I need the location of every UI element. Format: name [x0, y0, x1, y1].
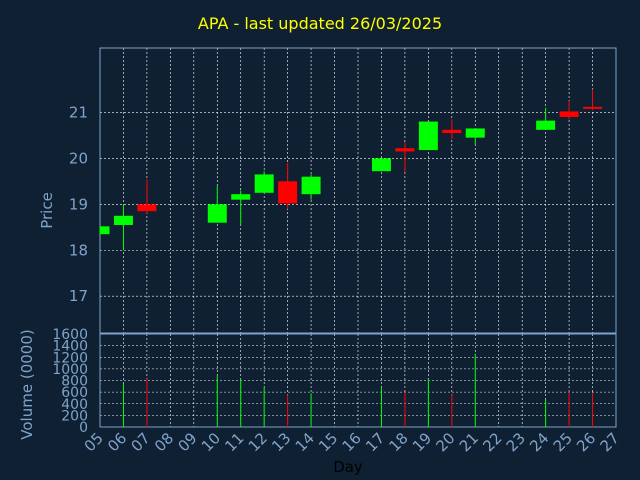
candle-body — [254, 174, 274, 193]
volume-tick-label: 1400 — [52, 339, 88, 355]
day-tick-label: 10 — [198, 429, 224, 455]
volume-axis-label: Volume (0000) — [18, 329, 36, 439]
day-tick-label: 26 — [573, 429, 599, 455]
day-tick-label: 14 — [292, 429, 318, 455]
volume-tick-label: 200 — [61, 408, 88, 424]
price-tick-label: 21 — [69, 103, 88, 121]
price-tick-label: 19 — [69, 195, 88, 213]
candle-body — [301, 176, 321, 195]
day-tick-label: 08 — [151, 429, 177, 455]
candle-body — [583, 106, 603, 109]
volume-tick-label: 800 — [61, 374, 88, 390]
day-tick-label: 16 — [339, 429, 365, 455]
day-tick-label: 23 — [503, 429, 529, 455]
day-tick-label: 13 — [268, 429, 294, 455]
day-tick-label: 24 — [526, 429, 552, 455]
day-tick-label: 25 — [550, 429, 576, 455]
volume-panel-frame — [99, 333, 617, 428]
candle-body — [465, 128, 485, 138]
candle-body — [442, 129, 462, 134]
day-tick-label: 11 — [221, 429, 247, 455]
price-axis-label: Price — [38, 192, 56, 229]
candle-body — [395, 148, 415, 152]
day-tick-label: 22 — [479, 429, 505, 455]
day-tick-label: 07 — [128, 429, 154, 455]
volume-tick-label: 1200 — [52, 350, 88, 366]
candle-body — [278, 181, 298, 204]
day-tick-label: 20 — [432, 429, 458, 455]
day-tick-label: 09 — [174, 429, 200, 455]
candle-body — [559, 111, 579, 117]
x-axis-label: Day — [333, 458, 363, 476]
candle-body — [418, 121, 438, 151]
price-tick-label: 18 — [69, 241, 88, 259]
price-tick-label: 20 — [69, 149, 88, 167]
day-tick-label: 18 — [386, 429, 412, 455]
candle-body — [231, 194, 251, 200]
candle-body — [100, 226, 110, 235]
candle-body — [207, 204, 227, 223]
day-tick-label: 21 — [456, 429, 482, 455]
volume-tick-label: 600 — [61, 385, 88, 401]
day-tick-label: 15 — [315, 429, 341, 455]
day-tick-label: 19 — [409, 429, 435, 455]
candle-body — [371, 158, 391, 172]
day-tick-label: 06 — [104, 429, 130, 455]
volume-tick-label: 400 — [61, 397, 88, 413]
volume-tick-label: 1000 — [52, 362, 88, 378]
volume-tick-label: 1600 — [52, 327, 88, 343]
price-tick-label: 17 — [69, 287, 88, 305]
price-panel-frame — [99, 47, 617, 334]
candle-body — [536, 120, 556, 130]
day-tick-label: 17 — [362, 429, 388, 455]
chart-title: APA - last updated 26/03/2025 — [197, 14, 443, 33]
volume-tick-label: 0 — [79, 420, 88, 436]
day-tick-label: 12 — [245, 429, 271, 455]
candle-body — [137, 204, 157, 212]
day-tick-label: 27 — [597, 429, 623, 455]
candle-body — [113, 215, 133, 225]
